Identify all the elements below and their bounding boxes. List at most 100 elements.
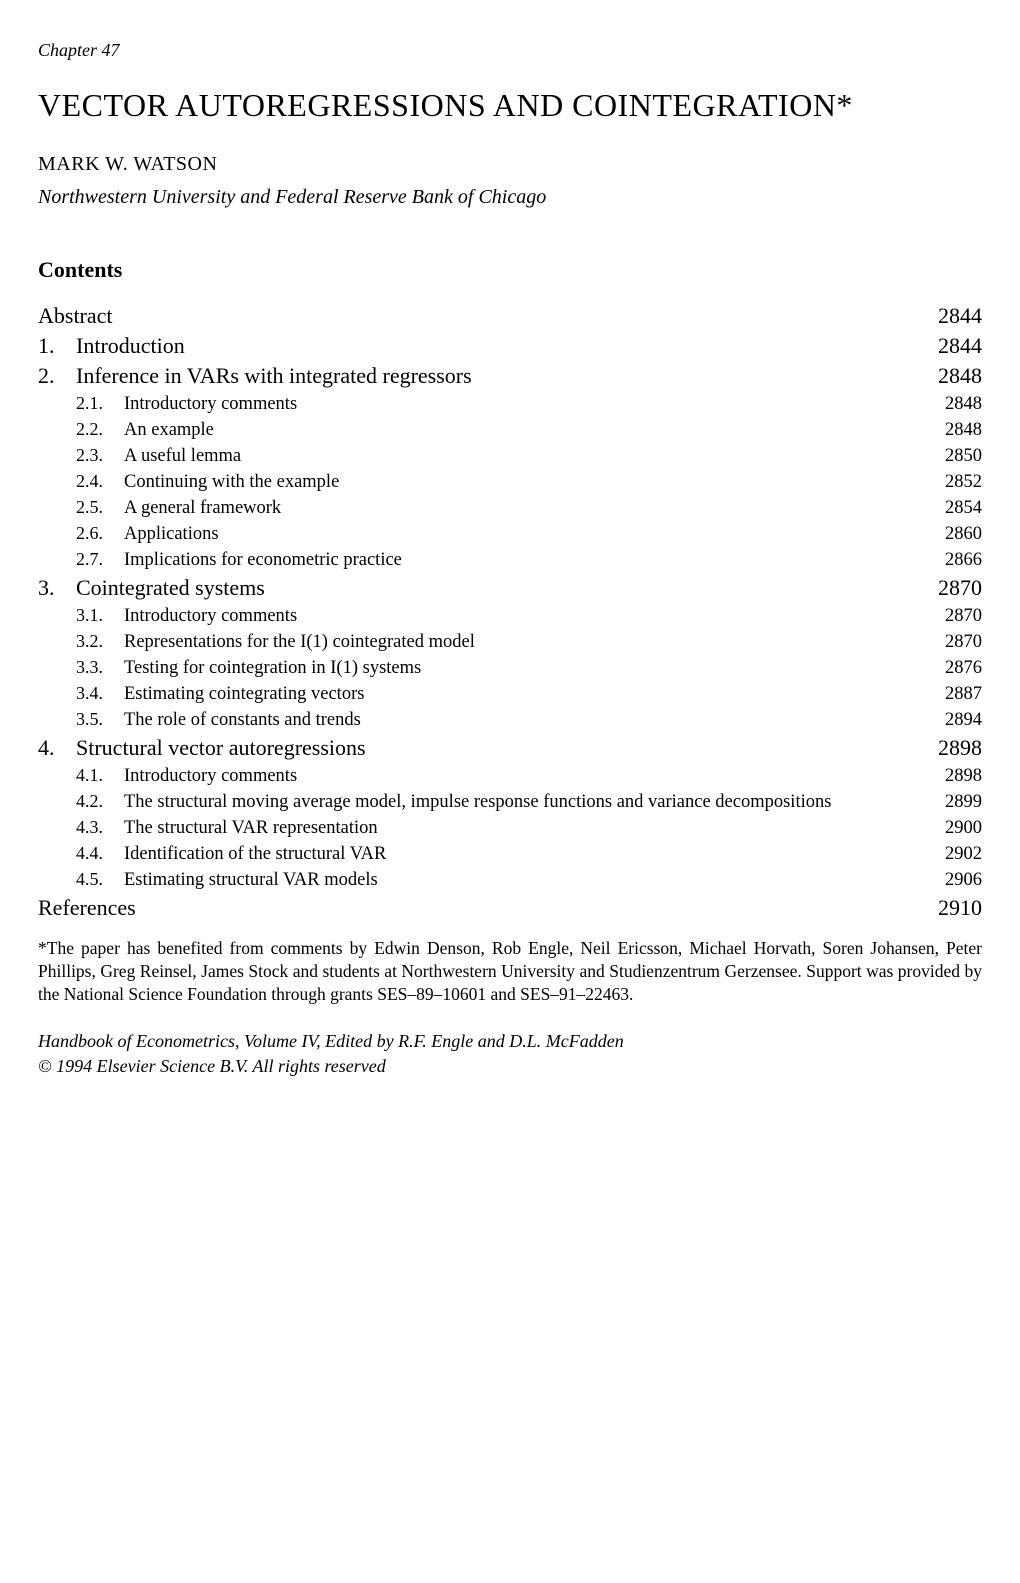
toc-row: 4.5.Estimating structural VAR models2906 xyxy=(38,869,982,891)
contents-heading: Contents xyxy=(38,257,982,283)
toc-row: 2.7.Implications for econometric practic… xyxy=(38,549,982,571)
toc-section-label: Inference in VARs with integrated regres… xyxy=(76,363,472,389)
toc-page-number: 2898 xyxy=(912,735,982,761)
toc-row-left: 2.3.A useful lemma xyxy=(38,445,912,467)
toc-page-number: 2898 xyxy=(912,766,982,787)
toc-row-left: 2.4.Continuing with the example xyxy=(38,471,912,493)
toc-page-number: 2887 xyxy=(912,684,982,705)
toc-subsection-number: 4.1. xyxy=(76,765,124,786)
toc-row-left: 4.1.Introductory comments xyxy=(38,765,912,787)
toc-subsection-label: The structural VAR representation xyxy=(124,818,398,839)
toc-page-number: 2852 xyxy=(912,472,982,493)
toc-section-label: Introduction xyxy=(76,333,185,359)
pub-line-1: Handbook of Econometrics, Volume IV, Edi… xyxy=(38,1029,982,1053)
footnote-text: *The paper has benefited from comments b… xyxy=(38,937,982,1005)
publication-info: Handbook of Econometrics, Volume IV, Edi… xyxy=(38,1029,982,1078)
toc-row-left: 3.Cointegrated systems xyxy=(38,575,912,601)
toc-subsection-number: 4.3. xyxy=(76,817,124,838)
toc-row: 3.5.The role of constants and trends2894 xyxy=(38,709,982,731)
toc-row-left: 2.6.Applications xyxy=(38,523,912,545)
toc-section-label: Structural vector autoregressions xyxy=(76,735,366,761)
toc-row: 2.3.A useful lemma2850 xyxy=(38,445,982,467)
toc-subsection-label: Applications xyxy=(124,524,239,545)
toc-subsection-number: 2.2. xyxy=(76,419,124,440)
toc-row-left: 4.5.Estimating structural VAR models xyxy=(38,869,912,891)
toc-section-number: 2. xyxy=(38,363,76,389)
toc-page-number: 2906 xyxy=(912,870,982,891)
toc-subsection-label: Representations for the I(1) cointegrate… xyxy=(124,632,495,653)
toc-row-left: 4.Structural vector autoregressions xyxy=(38,735,912,761)
toc-row-left: 4.3.The structural VAR representation xyxy=(38,817,912,839)
toc-row: Abstract2844 xyxy=(38,303,982,329)
toc-page-number: 2848 xyxy=(912,420,982,441)
toc-subsection-label: Implications for econometric practice xyxy=(124,550,422,571)
toc-subsection-label: A general framework xyxy=(124,498,301,519)
toc-page-number: 2870 xyxy=(912,606,982,627)
toc-subsection-number: 2.6. xyxy=(76,523,124,544)
toc-subsection-label: Estimating structural VAR models xyxy=(124,870,398,891)
toc-subsection-number: 3.3. xyxy=(76,657,124,678)
toc-subsection-number: 4.2. xyxy=(76,791,124,812)
toc-page-number: 2848 xyxy=(912,363,982,389)
toc-subsection-label: An example xyxy=(124,420,234,441)
toc-subsection-label: The structural moving average model, imp… xyxy=(124,792,851,813)
toc-row-left: 2.7.Implications for econometric practic… xyxy=(38,549,912,571)
toc-row-left: 3.2.Representations for the I(1) cointeg… xyxy=(38,631,912,653)
toc-page-number: 2894 xyxy=(912,710,982,731)
toc-subsection-number: 3.1. xyxy=(76,605,124,626)
toc-page-number: 2854 xyxy=(912,498,982,519)
toc-page-number: 2860 xyxy=(912,524,982,545)
toc-row: 4.4.Identification of the structural VAR… xyxy=(38,843,982,865)
toc-row-left: 2.5.A general framework xyxy=(38,497,912,519)
toc-section-label: Abstract xyxy=(38,303,113,329)
toc-row: 3.3.Testing for cointegration in I(1) sy… xyxy=(38,657,982,679)
toc-row-left: 3.1.Introductory comments xyxy=(38,605,912,627)
author-name: MARK W. WATSON xyxy=(38,153,982,176)
toc-row-left: 3.3.Testing for cointegration in I(1) sy… xyxy=(38,657,912,679)
toc-row: 3.1.Introductory comments2870 xyxy=(38,605,982,627)
toc-row: 2.4.Continuing with the example2852 xyxy=(38,471,982,493)
toc-page-number: 2902 xyxy=(912,844,982,865)
toc-row: 3.2.Representations for the I(1) cointeg… xyxy=(38,631,982,653)
toc-subsection-number: 3.4. xyxy=(76,683,124,704)
toc-row-left: 2.1.Introductory comments xyxy=(38,393,912,415)
toc-page-number: 2844 xyxy=(912,333,982,359)
chapter-label: Chapter 47 xyxy=(38,40,982,61)
toc-row: 2.6.Applications2860 xyxy=(38,523,982,545)
toc-row: 2.1.Introductory comments2848 xyxy=(38,393,982,415)
toc-section-number: 4. xyxy=(38,735,76,761)
toc-subsection-label: Testing for cointegration in I(1) system… xyxy=(124,658,441,679)
toc-row: 4.3.The structural VAR representation290… xyxy=(38,817,982,839)
toc-subsection-number: 2.7. xyxy=(76,549,124,570)
toc-subsection-label: Continuing with the example xyxy=(124,472,359,493)
toc-row: References 2910 xyxy=(38,895,982,921)
toc-subsection-number: 2.4. xyxy=(76,471,124,492)
toc-subsection-number: 4.4. xyxy=(76,843,124,864)
toc-section-number: 1. xyxy=(38,333,76,359)
toc-row: 4.Structural vector autoregressions2898 xyxy=(38,735,982,761)
toc-row: 3.4.Estimating cointegrating vectors 2887 xyxy=(38,683,982,705)
toc-subsection-number: 3.2. xyxy=(76,631,124,652)
toc-section-label: References xyxy=(38,895,136,921)
toc-section-number: 3. xyxy=(38,575,76,601)
toc-subsection-label: Introductory comments xyxy=(124,394,317,415)
author-affiliation: Northwestern University and Federal Rese… xyxy=(38,186,982,209)
toc-row: 2.5.A general framework2854 xyxy=(38,497,982,519)
toc-row-left: 4.2.The structural moving average model,… xyxy=(38,791,912,813)
toc-subsection-label: Introductory comments xyxy=(124,606,317,627)
pub-line-2: © 1994 Elsevier Science B.V. All rights … xyxy=(38,1054,982,1078)
toc-subsection-number: 2.5. xyxy=(76,497,124,518)
toc-page-number: 2910 xyxy=(912,895,982,921)
toc-subsection-number: 2.3. xyxy=(76,445,124,466)
chapter-title: VECTOR AUTOREGRESSIONS AND COINTEGRATION… xyxy=(38,85,982,125)
toc-row-left: 2.2.An example xyxy=(38,419,912,441)
toc-row-left: References xyxy=(38,895,912,921)
table-of-contents: Abstract2844 1.Introduction 2844 2.Inferenc… xyxy=(38,303,982,921)
toc-section-label: Cointegrated systems xyxy=(76,575,265,601)
toc-subsection-label: Estimating cointegrating vectors xyxy=(124,684,384,705)
toc-page-number: 2900 xyxy=(912,818,982,839)
toc-subsection-label: The role of constants and trends xyxy=(124,710,381,731)
toc-row-left: 4.4.Identification of the structural VAR xyxy=(38,843,912,865)
toc-row-left: 3.5.The role of constants and trends xyxy=(38,709,912,731)
toc-page-number: 2850 xyxy=(912,446,982,467)
